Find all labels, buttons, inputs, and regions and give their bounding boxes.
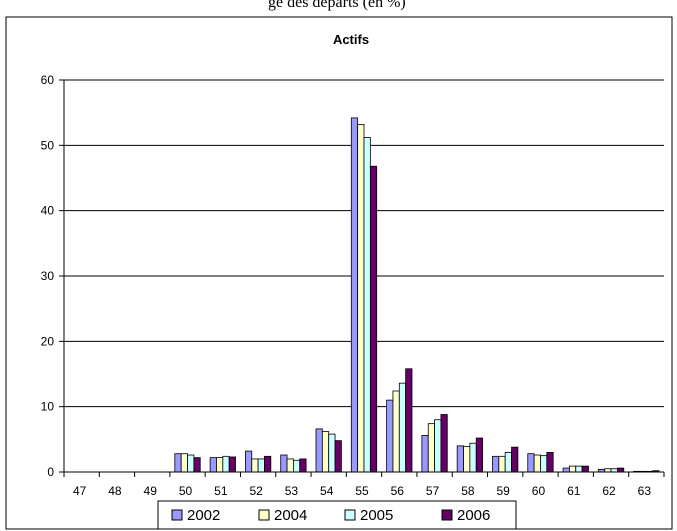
x-tick-label: 49 bbox=[144, 484, 158, 498]
x-tick-label: 55 bbox=[355, 484, 369, 498]
bar-2002-61 bbox=[562, 467, 570, 473]
x-tick-label: 52 bbox=[249, 484, 263, 498]
bar-2002-56 bbox=[386, 399, 394, 473]
x-tick-label: 63 bbox=[638, 484, 652, 498]
bar-2005-56 bbox=[398, 382, 407, 473]
y-tick-label: 60 bbox=[41, 73, 55, 87]
x-tick-label: 51 bbox=[214, 484, 228, 498]
bar-2006-59 bbox=[511, 446, 519, 473]
x-tick-labels: 47 48 49 50 51 52 53 54 55 56 57 58 59 60 61 62 63 bbox=[73, 484, 651, 498]
bar-2005-50 bbox=[187, 454, 195, 473]
bar-2002-54 bbox=[315, 428, 323, 473]
bar-2006-60 bbox=[546, 451, 554, 473]
bar-2006-57 bbox=[440, 414, 448, 473]
bar-2004-56 bbox=[392, 390, 400, 473]
bar-2002-53 bbox=[280, 454, 288, 473]
bar-2004-59 bbox=[498, 455, 506, 473]
bar-2002-52 bbox=[245, 450, 253, 473]
bar-2006-61 bbox=[581, 465, 589, 473]
x-tick-label: 58 bbox=[461, 484, 475, 498]
x-tick-label: 60 bbox=[532, 484, 546, 498]
legend-swatch-2002 bbox=[171, 509, 183, 521]
bar-2005-52 bbox=[257, 458, 265, 473]
legend-box bbox=[157, 500, 517, 530]
y-tick-label: 10 bbox=[41, 400, 55, 414]
bar-2002-55 bbox=[350, 117, 359, 473]
y-tick-label: 30 bbox=[41, 269, 55, 283]
y-tick-labels: 0 10 20 30 40 50 60 bbox=[41, 73, 64, 479]
bar-2005-51 bbox=[222, 455, 230, 473]
bar-2002-60 bbox=[527, 453, 535, 473]
bar-2004-55 bbox=[357, 124, 365, 473]
legend: 2002 2004 2005 2006 bbox=[157, 500, 517, 530]
bar-2005-61 bbox=[575, 465, 583, 473]
bar-2002-58 bbox=[456, 445, 464, 473]
bar-2006-54 bbox=[334, 440, 342, 473]
x-tick-label: 54 bbox=[320, 484, 334, 498]
bar-2006-53 bbox=[299, 458, 307, 473]
legend-label-2004: 2004 bbox=[274, 507, 307, 524]
x-tick-label: 53 bbox=[285, 484, 299, 498]
legend-label-2006: 2006 bbox=[457, 507, 490, 524]
bar-2005-55 bbox=[363, 137, 371, 473]
bar-2006-62 bbox=[617, 467, 625, 473]
legend-label-2005: 2005 bbox=[360, 507, 393, 524]
bar-2006-50 bbox=[193, 457, 201, 473]
y-tick-label: 50 bbox=[41, 138, 55, 152]
legend-swatch-2005 bbox=[344, 509, 356, 521]
bar-2002-59 bbox=[492, 455, 500, 473]
bar-2005-58 bbox=[469, 442, 477, 473]
bar-2005-60 bbox=[540, 455, 548, 473]
bar-2004-60 bbox=[533, 454, 541, 473]
x-tick-label: 50 bbox=[179, 484, 193, 498]
x-tick-label: 47 bbox=[73, 484, 87, 498]
y-tick-label: 0 bbox=[47, 465, 54, 479]
bar-2006-55 bbox=[369, 165, 378, 473]
chart-title: Actifs bbox=[333, 32, 369, 47]
legend-swatch-2006 bbox=[441, 509, 453, 521]
bar-2004-57 bbox=[427, 423, 435, 473]
bar-2005-59 bbox=[504, 451, 512, 473]
x-tick-label: 57 bbox=[426, 484, 440, 498]
x-tick-label: 56 bbox=[391, 484, 405, 498]
bar-2006-51 bbox=[228, 456, 236, 473]
caption-text: ge des départs (en %) bbox=[268, 0, 406, 11]
bar-2002-57 bbox=[421, 435, 429, 473]
bar-2002-50 bbox=[174, 453, 182, 473]
bar-2004-51 bbox=[216, 457, 224, 473]
y-tick-label: 20 bbox=[41, 334, 55, 348]
bar-2005-57 bbox=[434, 419, 442, 473]
bar-2005-53 bbox=[293, 459, 301, 473]
x-tick-label: 48 bbox=[108, 484, 122, 498]
bar-2006-56 bbox=[405, 368, 413, 473]
bar-2006-52 bbox=[264, 455, 272, 473]
bar-2004-54 bbox=[321, 431, 330, 473]
bar-2002-51 bbox=[209, 457, 217, 473]
x-tick-label: 59 bbox=[496, 484, 510, 498]
bar-2004-52 bbox=[251, 458, 259, 473]
y-tick-label: 40 bbox=[41, 204, 55, 218]
bars bbox=[174, 117, 660, 473]
bar-2004-58 bbox=[463, 446, 471, 473]
bar-2004-53 bbox=[286, 458, 294, 473]
top-caption: ge des départs (en %) bbox=[268, 0, 406, 11]
bar-2006-58 bbox=[475, 437, 483, 473]
bar-2004-50 bbox=[180, 453, 188, 473]
x-tick-label: 62 bbox=[602, 484, 616, 498]
bar-2005-54 bbox=[328, 433, 336, 473]
legend-swatch-2004 bbox=[258, 509, 270, 521]
legend-label-2002: 2002 bbox=[187, 507, 220, 524]
x-tick-label: 61 bbox=[567, 484, 581, 498]
bar-2004-61 bbox=[569, 465, 577, 473]
